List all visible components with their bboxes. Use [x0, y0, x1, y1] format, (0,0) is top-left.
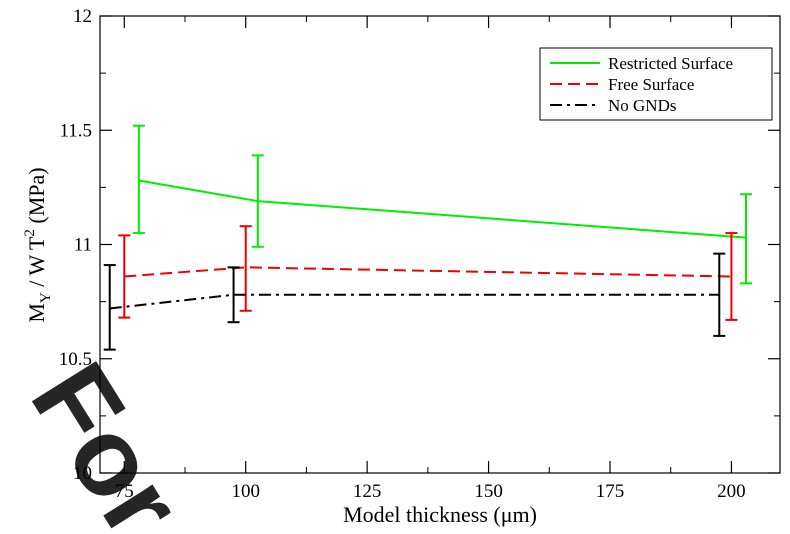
legend: Restricted Surface Free Surface No GNDs: [539, 47, 773, 121]
y-axis-label: MY / W T2 (MPa): [22, 167, 54, 322]
y-label-rest: (MPa): [24, 167, 49, 229]
x-tick-label: 75: [115, 481, 134, 502]
x-tick-label: 150: [474, 481, 503, 502]
series-layer: [103, 124, 752, 351]
series-line-0: [138, 179, 747, 239]
x-axis-label: Model thickness (μm): [343, 502, 537, 527]
watermark-text: For: [8, 343, 206, 529]
legend-label-1: Free Surface: [608, 75, 694, 94]
x-axis: 75 100 125 150 175 200: [115, 16, 746, 502]
y-tick-label: 12: [73, 6, 92, 27]
x-tick-label: 100: [231, 481, 260, 502]
x-tick-label: 125: [353, 481, 382, 502]
x-tick-label: 200: [717, 481, 746, 502]
y-tick-label: 10.5: [59, 349, 92, 370]
series-line-2: [109, 293, 720, 310]
series-line-1: [124, 266, 732, 278]
legend-label-0: Restricted Surface: [608, 54, 733, 73]
y-label-sup: 2: [22, 229, 38, 237]
y-label-main: M: [24, 303, 49, 323]
y-label-mid: / W T: [24, 236, 49, 292]
y-tick-label: 10: [73, 463, 92, 484]
x-tick-label: 175: [596, 481, 625, 502]
y-tick-label: 11.5: [59, 120, 92, 141]
y-tick-label: 11: [74, 235, 92, 256]
legend-label-2: No GNDs: [608, 96, 676, 115]
y-axis: 10 10.5 11 11.5 12: [59, 6, 780, 484]
y-label-sub: Y: [38, 292, 54, 303]
